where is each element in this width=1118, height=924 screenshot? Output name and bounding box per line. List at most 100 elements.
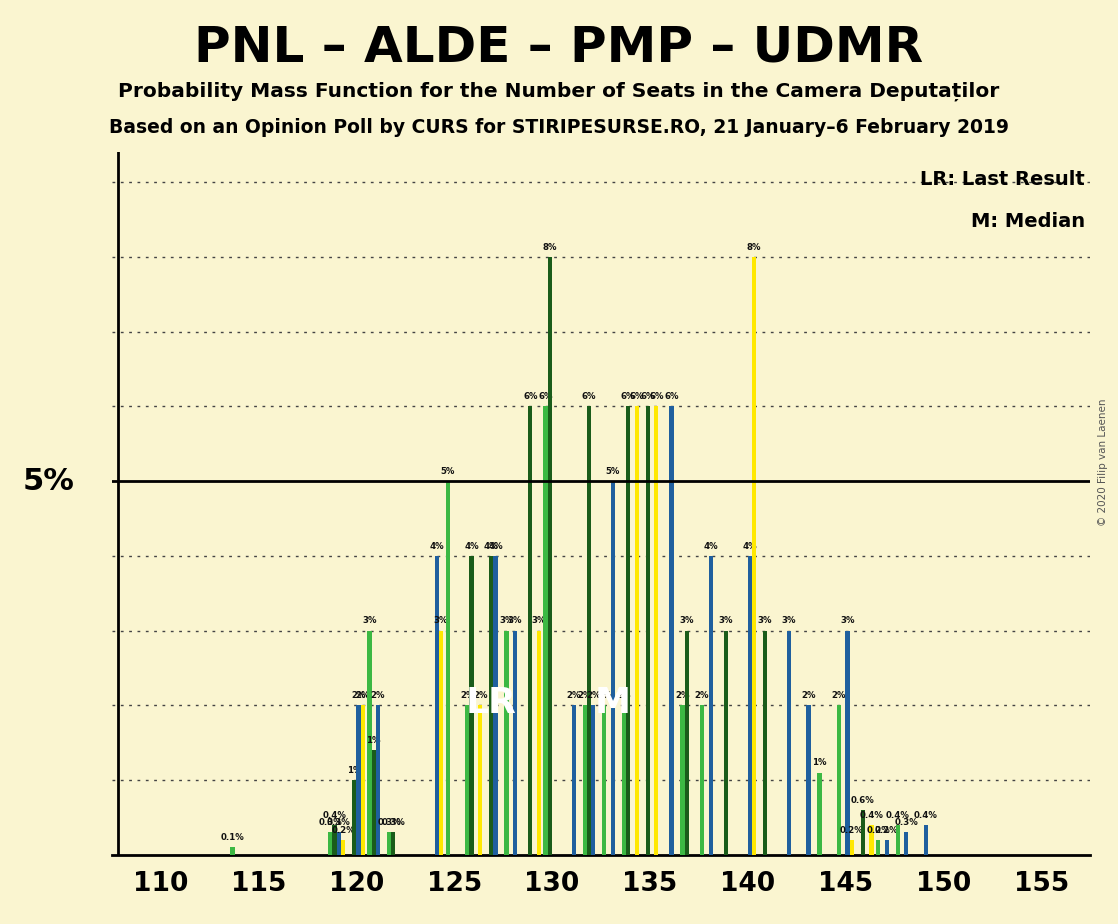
Text: © 2020 Filip van Laenen: © 2020 Filip van Laenen xyxy=(1099,398,1108,526)
Text: 4%: 4% xyxy=(703,541,718,551)
Text: 1%: 1% xyxy=(367,736,381,745)
Text: 0.4%: 0.4% xyxy=(323,810,347,820)
Bar xyxy=(806,705,811,855)
Text: 6%: 6% xyxy=(523,392,538,401)
Bar xyxy=(610,481,615,855)
Bar xyxy=(645,407,650,855)
Text: 2%: 2% xyxy=(356,691,370,700)
Bar xyxy=(489,556,493,855)
Text: 0.4%: 0.4% xyxy=(860,810,883,820)
Bar xyxy=(341,840,345,855)
Text: 6%: 6% xyxy=(620,392,635,401)
Text: 6%: 6% xyxy=(581,392,596,401)
Bar xyxy=(787,630,792,855)
Text: LR: Last Result: LR: Last Result xyxy=(920,170,1086,189)
Bar xyxy=(361,705,364,855)
Text: 6%: 6% xyxy=(664,392,679,401)
Text: 4%: 4% xyxy=(489,541,503,551)
Bar xyxy=(368,630,371,855)
Text: Based on an Opinion Poll by CURS for STIRIPESURSE.RO, 21 January–6 February 2019: Based on an Opinion Poll by CURS for STI… xyxy=(108,118,1010,138)
Text: 5%: 5% xyxy=(606,467,620,476)
Bar xyxy=(635,407,638,855)
Text: 0.2%: 0.2% xyxy=(866,825,890,834)
Text: 6%: 6% xyxy=(650,392,664,401)
Bar xyxy=(870,825,873,855)
Text: 3%: 3% xyxy=(841,616,855,626)
Text: 0.3%: 0.3% xyxy=(894,818,918,827)
Bar xyxy=(748,556,752,855)
Text: LR: LR xyxy=(466,687,517,720)
Text: 1%: 1% xyxy=(812,759,826,767)
Bar xyxy=(723,630,728,855)
Bar xyxy=(861,809,865,855)
Bar xyxy=(684,630,689,855)
Text: 3%: 3% xyxy=(680,616,694,626)
Bar xyxy=(376,705,380,855)
Bar xyxy=(543,407,548,855)
Bar xyxy=(700,705,704,855)
Bar xyxy=(817,772,822,855)
Text: Probability Mass Function for the Number of Seats in the Camera Deputaților: Probability Mass Function for the Number… xyxy=(119,81,999,101)
Bar xyxy=(884,840,889,855)
Text: 2%: 2% xyxy=(802,691,816,700)
Text: 6%: 6% xyxy=(629,392,644,401)
Text: 3%: 3% xyxy=(434,616,448,626)
Text: 2%: 2% xyxy=(577,691,591,700)
Text: 0.4%: 0.4% xyxy=(913,810,938,820)
Bar xyxy=(896,825,900,855)
Text: 4%: 4% xyxy=(484,541,499,551)
Bar xyxy=(681,705,684,855)
Text: 0.3%: 0.3% xyxy=(328,818,351,827)
Text: 6%: 6% xyxy=(641,392,655,401)
Bar xyxy=(537,630,541,855)
Text: 2%: 2% xyxy=(586,691,600,700)
Bar xyxy=(337,833,341,855)
Text: 3%: 3% xyxy=(719,616,733,626)
Bar xyxy=(587,407,591,855)
Text: 4%: 4% xyxy=(464,541,479,551)
Text: 3%: 3% xyxy=(508,616,522,626)
Bar xyxy=(762,630,767,855)
Bar xyxy=(923,825,928,855)
Text: 2%: 2% xyxy=(675,691,690,700)
Bar xyxy=(571,705,576,855)
Bar xyxy=(493,556,498,855)
Text: 2%: 2% xyxy=(616,691,631,700)
Bar xyxy=(329,833,332,855)
Bar xyxy=(850,840,854,855)
Bar xyxy=(230,847,235,855)
Bar xyxy=(877,840,880,855)
Text: 2%: 2% xyxy=(832,691,846,700)
Bar xyxy=(752,257,756,855)
Bar xyxy=(513,630,518,855)
Text: PNL – ALDE – PMP – UDMR: PNL – ALDE – PMP – UDMR xyxy=(195,23,923,71)
Text: 3%: 3% xyxy=(499,616,513,626)
Text: 4%: 4% xyxy=(429,541,444,551)
Text: 2%: 2% xyxy=(459,691,474,700)
Text: 3%: 3% xyxy=(781,616,796,626)
Bar xyxy=(465,705,470,855)
Text: 2%: 2% xyxy=(473,691,487,700)
Text: 2%: 2% xyxy=(371,691,386,700)
Text: 3%: 3% xyxy=(758,616,773,626)
Bar xyxy=(352,780,357,855)
Bar xyxy=(446,481,449,855)
Text: 3%: 3% xyxy=(362,616,377,626)
Text: 0.2%: 0.2% xyxy=(840,825,864,834)
Text: 8%: 8% xyxy=(542,243,557,252)
Bar xyxy=(548,257,552,855)
Bar xyxy=(654,407,659,855)
Bar xyxy=(332,825,337,855)
Text: 2%: 2% xyxy=(567,691,581,700)
Text: M: M xyxy=(595,687,631,720)
Bar xyxy=(626,407,631,855)
Bar xyxy=(709,556,713,855)
Text: 5%: 5% xyxy=(22,467,74,495)
Bar xyxy=(470,556,474,855)
Bar xyxy=(391,833,396,855)
Text: 1%: 1% xyxy=(347,766,361,774)
Text: 0.2%: 0.2% xyxy=(331,825,356,834)
Text: 3%: 3% xyxy=(532,616,547,626)
Text: 4%: 4% xyxy=(742,541,757,551)
Bar xyxy=(582,705,587,855)
